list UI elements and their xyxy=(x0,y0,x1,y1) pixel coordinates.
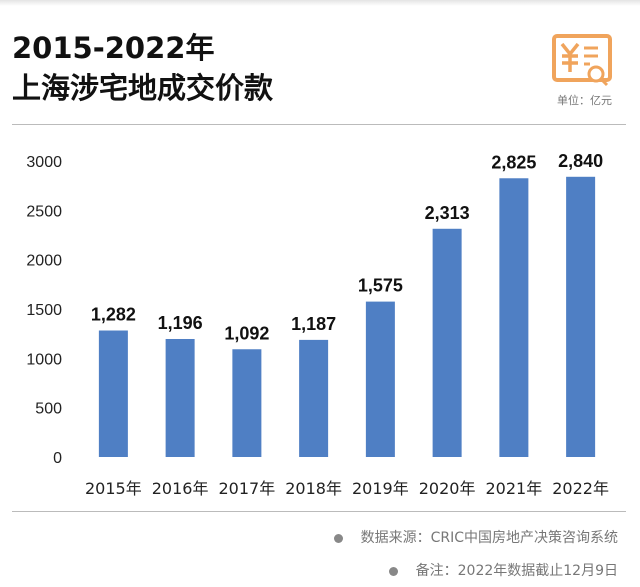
x-tick-label: 2018年 xyxy=(285,479,342,498)
y-tick-label: 1000 xyxy=(26,351,62,368)
divider xyxy=(12,124,626,125)
y-tick-label: 2500 xyxy=(26,203,62,220)
unit-label: 单位：亿元 xyxy=(557,94,612,107)
x-tick-label: 2016年 xyxy=(152,479,209,498)
x-tick-label: 2021年 xyxy=(486,479,543,498)
data-label: 2,825 xyxy=(491,152,536,172)
y-tick-label: 2000 xyxy=(26,253,62,270)
bullet-icon xyxy=(333,533,343,543)
divider xyxy=(12,511,626,512)
chart-title: 2015-2022年 上海涉宅地成交价款 xyxy=(12,28,273,108)
y-tick-label: 3000 xyxy=(26,154,62,171)
title-line-2: 上海涉宅地成交价款 xyxy=(12,71,274,105)
top-shadow xyxy=(0,0,640,6)
bar xyxy=(165,338,195,457)
bar xyxy=(432,228,462,457)
x-tick-label: 2019年 xyxy=(352,479,409,498)
source-text: 数据来源：CRIC中国房地产决策咨询系统 xyxy=(360,530,618,546)
data-label: 1,092 xyxy=(224,323,269,343)
remark-note: 备注：2022年数据截止12月9日 xyxy=(388,560,618,580)
yuan-document-search-icon xyxy=(552,34,612,98)
bar-chart: 0 500 1000 1500 2000 2500 3000 1,282 2015年 1,196 2… xyxy=(26,151,609,498)
data-label: 1,575 xyxy=(358,276,403,296)
bar xyxy=(499,178,529,457)
data-label: 1,187 xyxy=(291,314,336,334)
y-tick-label: 1500 xyxy=(26,302,62,319)
data-label: 2,840 xyxy=(558,151,603,171)
x-tick-label: 2022年 xyxy=(552,479,609,498)
bar xyxy=(365,301,395,457)
bar xyxy=(299,339,329,457)
x-tick-label: 2017年 xyxy=(219,479,276,498)
x-tick-label: 2015年 xyxy=(85,479,142,498)
title-line-1: 2015-2022年 xyxy=(12,31,215,65)
data-label: 1,282 xyxy=(91,305,136,325)
data-label: 2,313 xyxy=(425,203,470,223)
bar xyxy=(566,176,596,457)
bar xyxy=(232,349,262,457)
remark-text: 备注：2022年数据截止12月9日 xyxy=(415,563,618,579)
y-tick-label: 500 xyxy=(35,401,62,418)
x-tick-label: 2020年 xyxy=(419,479,476,498)
bar xyxy=(98,330,128,457)
source-note: 数据来源：CRIC中国房地产决策咨询系统 xyxy=(333,527,618,547)
y-tick-label: 0 xyxy=(53,450,62,467)
data-label: 1,196 xyxy=(158,313,203,333)
bullet-icon xyxy=(388,566,398,576)
